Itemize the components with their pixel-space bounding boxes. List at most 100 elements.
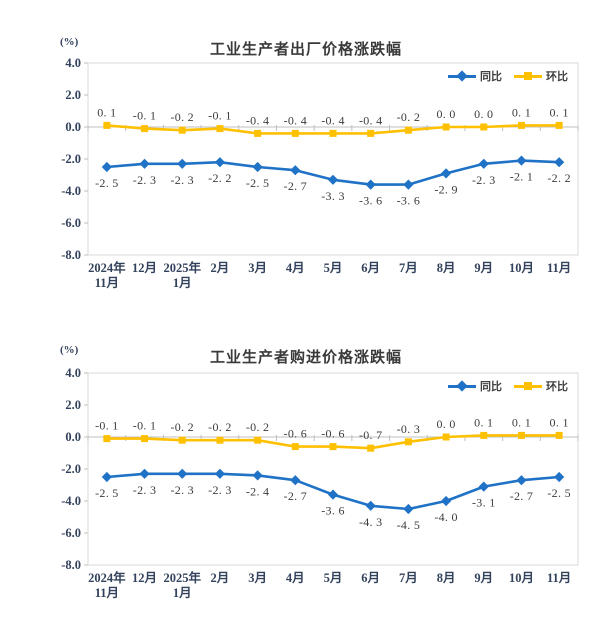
x-tick-label: 2025年: [163, 570, 201, 585]
data-point-diamond: [101, 161, 112, 173]
chart2-legend: 同比 环比: [448, 379, 568, 393]
data-point-diamond: [478, 481, 489, 492]
data-point-diamond: [365, 500, 376, 511]
data-point-diamond: [365, 179, 376, 190]
x-tick-label: 10月: [509, 571, 534, 585]
y-tick-label: -8.0: [61, 558, 81, 572]
x-tick-label: 9月: [474, 571, 493, 585]
x-tick-label: 6月: [361, 261, 380, 275]
data-point-diamond: [252, 161, 263, 173]
data-label: 0. 1: [474, 415, 493, 429]
data-label: -2. 7: [284, 179, 308, 193]
data-label: -0. 2: [170, 110, 194, 124]
y-tick-label: -6.0: [61, 216, 81, 230]
data-label: -2. 5: [246, 176, 270, 190]
data-label: -0. 2: [246, 420, 270, 434]
data-point-diamond: [177, 158, 188, 169]
data-point-square: [404, 438, 412, 446]
huanbi-line-marker-icon: [514, 70, 542, 83]
data-point-square: [480, 431, 488, 439]
x-tick-label: 11月: [95, 276, 119, 290]
tongbi-line-marker-icon: [448, 70, 476, 83]
data-point-square: [555, 431, 563, 439]
y-tick-label: 2.0: [65, 398, 81, 412]
data-label: -2. 3: [170, 173, 194, 187]
legend-label-tongbi: 同比: [480, 381, 502, 393]
data-point-square: [254, 129, 262, 137]
data-label: -2. 3: [170, 483, 194, 497]
data-point-diamond: [554, 157, 565, 168]
x-tick-label: 1月: [173, 586, 192, 600]
data-label: -0. 4: [246, 113, 270, 127]
data-label: -0. 3: [397, 422, 421, 436]
data-label: 0. 1: [512, 415, 531, 429]
x-tick-label: 12月: [132, 571, 157, 585]
data-label: -2. 4: [246, 484, 270, 498]
y-tick-label: 2.0: [65, 88, 81, 102]
data-label: -0. 2: [397, 110, 421, 124]
y-tick-label: -4.0: [61, 494, 81, 508]
data-label: -0. 2: [208, 420, 232, 434]
data-label: -0. 2: [170, 420, 194, 434]
data-point-square: [141, 125, 149, 133]
x-tick-label: 8月: [437, 261, 456, 275]
data-point-square: [216, 436, 224, 444]
y-tick-label: -8.0: [61, 248, 81, 262]
y-tick-label: 0.0: [65, 120, 81, 134]
chart2-legend-item-tongbi: 同比: [448, 378, 502, 394]
chart1-legend: 同比 环比: [448, 69, 568, 83]
data-point-diamond: [290, 165, 301, 176]
data-point-square: [367, 129, 375, 137]
x-tick-label: 3月: [248, 571, 267, 585]
x-tick-label: 8月: [437, 571, 456, 585]
chart1-legend-item-huanbi: 环比: [514, 68, 568, 84]
x-tick-label: 4月: [286, 261, 305, 275]
x-tick-label: 2024年: [88, 260, 126, 275]
chart1-unit-label: (%): [60, 36, 79, 48]
x-tick-label: 2月: [211, 571, 230, 585]
data-point-diamond: [290, 475, 301, 486]
data-point-square: [329, 443, 337, 451]
data-label: -0. 4: [321, 113, 345, 127]
data-label: -2. 7: [284, 489, 308, 503]
x-tick-label: 12月: [132, 261, 157, 275]
data-label: -2. 3: [208, 483, 232, 497]
chart2-legend-item-huanbi: 环比: [514, 378, 568, 394]
data-point-square: [480, 123, 488, 131]
legend-label-huanbi: 环比: [546, 71, 568, 83]
data-point-square: [555, 121, 563, 129]
data-label: -2. 5: [95, 486, 119, 500]
chart1-title: 工业生产者出厂价格涨跌幅: [209, 41, 402, 58]
data-point-square: [404, 126, 412, 134]
x-tick-label: 7月: [399, 261, 418, 275]
chart1-legend-item-tongbi: 同比: [448, 68, 502, 84]
data-label: 0. 1: [512, 105, 531, 119]
data-point-square: [367, 444, 375, 452]
data-point-square: [103, 435, 111, 443]
data-label: -0. 1: [133, 109, 157, 123]
data-label: -2. 7: [510, 489, 534, 503]
x-tick-label: 5月: [324, 571, 343, 585]
x-tick-label: 5月: [324, 261, 343, 275]
data-point-diamond: [440, 168, 452, 179]
tongbi-line-marker-icon: [448, 380, 476, 393]
x-tick-label: 11月: [547, 261, 571, 275]
data-point-square: [103, 121, 111, 129]
x-tick-label: 9月: [474, 261, 493, 275]
data-label: -2. 3: [133, 173, 157, 187]
data-point-diamond: [554, 471, 565, 483]
data-label: -2. 3: [472, 173, 496, 187]
x-tick-label: 4月: [286, 571, 305, 585]
data-label: -0. 4: [359, 113, 383, 127]
data-label: -3. 6: [359, 194, 383, 208]
x-tick-label: 10月: [509, 261, 534, 275]
x-tick-label: 11月: [547, 571, 571, 585]
data-label: -2. 9: [434, 182, 458, 196]
y-tick-label: -4.0: [61, 184, 81, 198]
data-point-square: [442, 433, 450, 441]
huanbi-line-marker-icon: [514, 380, 542, 393]
data-point-diamond: [440, 495, 452, 507]
data-label: 0. 1: [550, 415, 569, 429]
data-point-diamond: [101, 471, 112, 483]
